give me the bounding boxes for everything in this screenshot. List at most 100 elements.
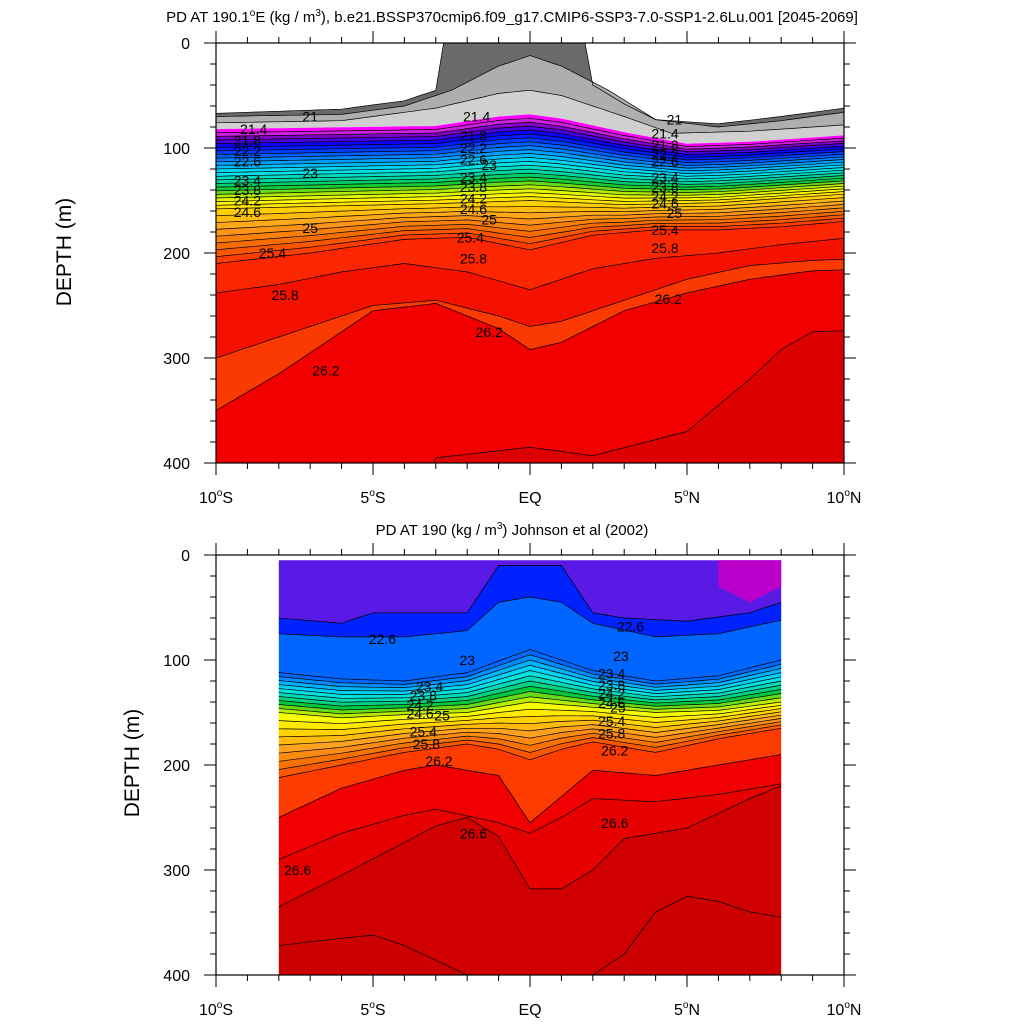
title-bottom-main: PD AT 190 (kg / m (375, 522, 497, 539)
title-top-rest: ), b.e21.BSSP370cmip6.f09_g17.CMIP6-SSP3… (320, 9, 858, 26)
density-band (433, 330, 844, 463)
contour-label: 24.6 (234, 204, 261, 220)
contour-line (216, 117, 844, 147)
density-band (278, 560, 782, 624)
contour-line (216, 214, 844, 251)
contour-label: 25 (667, 205, 683, 221)
contour-line (278, 711, 782, 738)
contour-line (216, 188, 844, 202)
density-band (216, 211, 844, 250)
contour-line (216, 161, 844, 177)
contour-label: 24.2 (234, 193, 261, 209)
density-band (216, 145, 844, 169)
contour-line (278, 701, 782, 719)
contour-label: 26.2 (655, 291, 682, 307)
title-bottom-rest: ) Johnson et al (2002) (502, 522, 649, 539)
contour-line (278, 783, 782, 860)
title-top-e: E (kg / m (255, 9, 316, 26)
contour-label: 24.6 (460, 201, 487, 217)
contour-label: 23.8 (410, 688, 437, 704)
density-band (216, 269, 844, 463)
contour-line (216, 185, 844, 199)
contour-label: 26.6 (460, 825, 487, 841)
contour-label: 22.6 (234, 154, 261, 170)
contour-line (278, 691, 782, 711)
contour-line (216, 183, 844, 195)
x-tick-label: 10oS (199, 1000, 233, 1019)
density-band (278, 715, 782, 754)
contour-line (278, 721, 782, 762)
contour-line (278, 785, 782, 908)
contour-line (278, 649, 782, 682)
contour-line (278, 670, 782, 695)
x-tick-label: 10oS (199, 488, 233, 507)
contour-label: 24.2 (651, 188, 678, 204)
contour-label: 22.6 (651, 154, 678, 170)
density-band (278, 718, 782, 762)
density-band (216, 134, 844, 160)
contour-line (216, 172, 844, 185)
density-band (278, 711, 782, 745)
contour-label: 22.6 (460, 152, 487, 168)
axes-bottom: 0 100 200 300 400 10oS 5oS EQ 5oN 10oN (163, 543, 861, 1019)
contour-line (278, 714, 782, 746)
density-band (216, 55, 844, 134)
title-top-degree: o (249, 8, 256, 19)
contour-line (278, 718, 782, 754)
contour-line (216, 204, 844, 230)
contour-label: 26.2 (312, 363, 339, 379)
y-tick-label: 0 (181, 36, 190, 53)
contour-line (216, 207, 844, 237)
contour-label: 26.2 (476, 324, 503, 340)
density-band (278, 597, 782, 681)
x-tick-label: 10oN (827, 488, 862, 507)
contour-label: 25.4 (651, 222, 678, 238)
x-tick-label: 5oN (674, 488, 700, 507)
contour-label: 23.8 (460, 179, 487, 195)
density-band (278, 649, 782, 685)
y-tick-label: 100 (163, 141, 190, 158)
contour-label: 23 (613, 648, 629, 664)
density-band (216, 149, 844, 171)
contour-line (278, 754, 782, 824)
contour-label: 25.4 (457, 229, 484, 245)
contour-line (216, 153, 844, 172)
density-band (216, 204, 844, 237)
contour-line (216, 137, 844, 161)
density-band (278, 686, 782, 710)
density-band (216, 122, 844, 152)
contour-label: 21.8 (234, 133, 261, 149)
density-band (216, 141, 844, 166)
contour-label: 25.8 (651, 240, 678, 256)
contour-line (278, 708, 782, 730)
contour-label: 21.8 (460, 127, 487, 143)
density-band (216, 180, 844, 195)
contour-label: 21.4 (463, 109, 490, 125)
contour-line (216, 157, 844, 174)
contour-line (278, 664, 782, 692)
contour-line (216, 129, 844, 155)
contour-label: 24.6 (406, 706, 433, 722)
contour-label: 22.2 (651, 146, 678, 162)
contour-label: 25 (302, 220, 318, 236)
axes-top: 0 100 200 300 400 10oS 5oS EQ 5oN 10oN (163, 31, 861, 507)
contour-line (216, 55, 844, 128)
density-band (216, 153, 844, 174)
contour-label: 23.8 (651, 179, 678, 195)
contour-line (278, 654, 782, 685)
contour-line (278, 727, 782, 778)
contour-label: 23.8 (598, 677, 625, 693)
density-band (216, 194, 844, 216)
y-tick-label: 200 (163, 758, 190, 775)
contour-label: 22.2 (234, 143, 261, 159)
contour-label: 26.6 (601, 815, 628, 831)
contour-line (216, 197, 844, 217)
chart-title-bottom: PD AT 190 (kg / m3) Johnson et al (2002) (0, 521, 1024, 539)
density-band (278, 728, 782, 823)
density-band (216, 90, 844, 144)
contour-line (216, 210, 844, 244)
contour-label: 25.8 (413, 736, 440, 752)
density-band (278, 702, 782, 724)
contour-label: 24.2 (406, 697, 433, 713)
density-band (278, 654, 782, 688)
